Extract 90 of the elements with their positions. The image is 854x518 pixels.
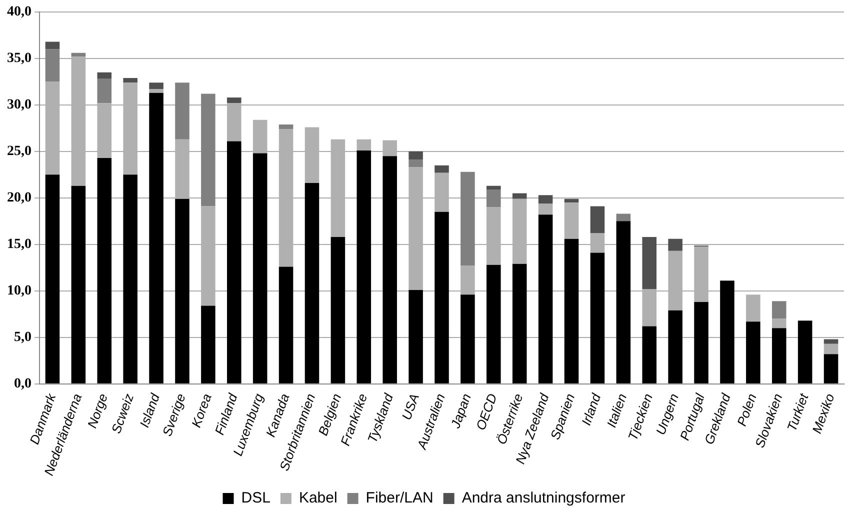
y-tick-label: 10,0: [7, 283, 32, 298]
bar: [434, 165, 449, 173]
x-tick-label: Polen: [734, 392, 760, 428]
bar: [512, 193, 527, 199]
x-tick-label: USA: [398, 392, 422, 422]
bar: [616, 214, 631, 222]
y-tick-label: 30,0: [7, 98, 32, 113]
bar: [668, 310, 682, 384]
bar: [538, 204, 553, 215]
bar: [824, 354, 838, 384]
bar: [97, 158, 112, 384]
y-tick-label: 15,0: [7, 237, 32, 252]
bar: [824, 339, 838, 344]
bar: [278, 124, 294, 130]
x-tick-label: Norge: [84, 392, 111, 430]
x-tick-label: Scweiz: [108, 391, 137, 436]
bar: [123, 174, 138, 384]
bar: [382, 156, 397, 384]
bar: [668, 238, 682, 251]
bar: [772, 318, 786, 328]
bar: [798, 320, 812, 384]
bar: [175, 198, 190, 384]
bar: [642, 236, 656, 290]
bar: [71, 52, 86, 57]
bar: [252, 153, 268, 384]
bar: [434, 212, 449, 384]
bar: [408, 160, 423, 168]
legend-label: DSL: [241, 490, 270, 507]
bar: [460, 294, 475, 384]
bar: [201, 306, 216, 384]
bar: [772, 328, 786, 384]
y-tick-label: 20,0: [7, 190, 32, 206]
bar: [97, 78, 112, 104]
x-tick-label: Japan: [447, 392, 474, 431]
x-tick-label: Italien: [604, 392, 630, 430]
bar: [45, 174, 60, 384]
bar: [486, 186, 501, 190]
bar: [71, 186, 86, 384]
bar: [227, 98, 242, 104]
bar: [356, 150, 372, 384]
bar: [45, 49, 60, 82]
legend-label: Fiber/LAN: [366, 490, 434, 507]
legend-label: Kabel: [298, 490, 338, 507]
bar: [746, 322, 760, 384]
bar: [564, 202, 579, 239]
x-tick-label: Irland: [578, 390, 604, 428]
bar: [772, 301, 786, 319]
legend-label: Andra anslutningsformer: [462, 490, 626, 507]
bar: [642, 326, 656, 384]
bar: [330, 236, 346, 384]
x-tick-label: OECD: [472, 392, 500, 432]
bar: [746, 294, 760, 322]
bar: [538, 195, 553, 204]
bar: [149, 82, 164, 90]
y-tick-label: 25,0: [7, 144, 32, 160]
y-tick-label: 5,0: [14, 330, 32, 345]
bar: [149, 92, 164, 384]
bar: [201, 94, 216, 206]
bar: [304, 183, 320, 384]
bar: [564, 238, 579, 384]
x-tick-label: Mexiko: [809, 392, 838, 436]
bar: [590, 206, 605, 234]
bar: [694, 302, 708, 384]
bar: [278, 266, 294, 384]
y-tick-label: 35,0: [7, 51, 32, 66]
y-tick-label: 0,0: [14, 376, 32, 392]
bar: [175, 82, 190, 140]
x-tick-label: Ungern: [652, 392, 682, 437]
bar: [97, 72, 112, 79]
bar: [149, 89, 164, 93]
bar: [123, 78, 138, 83]
bar: [356, 139, 372, 151]
bar: [616, 221, 631, 384]
bar: [227, 141, 242, 384]
bar: [460, 172, 475, 266]
bar: [564, 198, 579, 203]
bar: [408, 290, 423, 384]
bar: [45, 42, 60, 50]
x-tick-label: Belgien: [315, 392, 344, 438]
bar: [486, 264, 501, 384]
y-tick-label: 40,0: [7, 4, 32, 20]
bar: [590, 252, 605, 384]
bar: [486, 190, 501, 208]
x-tick-label: Korea: [188, 392, 214, 430]
bar: [824, 344, 838, 354]
bar: [538, 214, 553, 384]
bar: [720, 280, 734, 384]
x-tick-label: Turkiet: [784, 390, 812, 434]
bar: [512, 264, 527, 384]
bar: [408, 151, 423, 160]
